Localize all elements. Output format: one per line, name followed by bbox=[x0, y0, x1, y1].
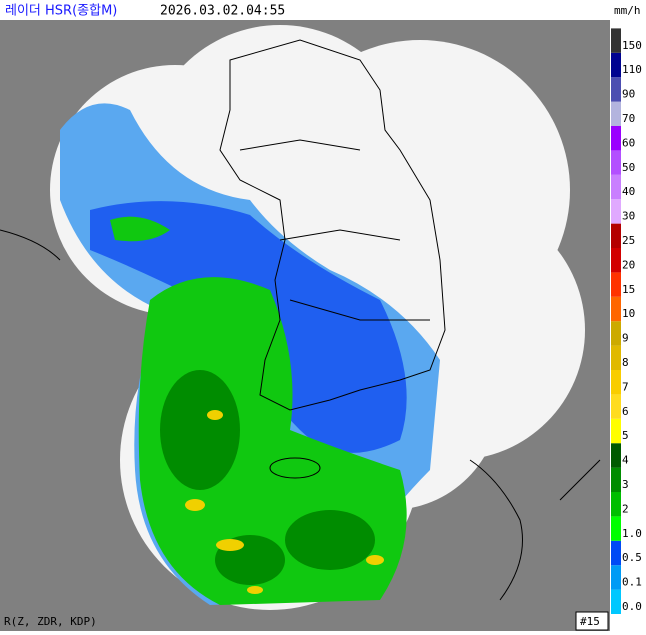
legend-label: 90 bbox=[622, 88, 635, 101]
legend-swatch bbox=[611, 174, 621, 200]
legend: 0.0 0.1 0.5 1.0 2 3 4 5 6 7 8 9 10 15 20 25 30 40 50 60 70 90… bbox=[611, 28, 642, 614]
legend-label: 70 bbox=[622, 112, 635, 125]
legend-swatch bbox=[611, 199, 621, 224]
method-label: R(Z, ZDR, KDP) bbox=[4, 615, 97, 628]
legend-swatch bbox=[611, 345, 621, 370]
legend-label: 30 bbox=[622, 210, 635, 223]
legend-swatch bbox=[611, 492, 621, 517]
frame-label: #15 bbox=[580, 615, 600, 628]
legend-label: 40 bbox=[622, 185, 635, 198]
legend-swatch bbox=[611, 540, 621, 566]
legend-unit: mm/h bbox=[614, 4, 641, 17]
legend-label: 0.0 bbox=[622, 600, 642, 613]
legend-swatch bbox=[611, 28, 621, 53]
timestamp: 2026.03.02.04:55 bbox=[160, 4, 285, 19]
legend-swatch bbox=[611, 443, 621, 468]
legend-swatch bbox=[611, 126, 621, 151]
legend-label: 25 bbox=[622, 234, 635, 247]
legend-label: 6 bbox=[622, 405, 629, 418]
legend-label: 10 bbox=[622, 307, 635, 320]
legend-swatch bbox=[611, 223, 621, 248]
legend-swatch bbox=[611, 321, 621, 346]
echo-yellow bbox=[185, 410, 384, 594]
legend-swatch bbox=[611, 467, 621, 492]
legend-swatch bbox=[611, 52, 621, 78]
legend-swatch bbox=[611, 296, 621, 322]
legend-swatch bbox=[611, 418, 621, 444]
legend-label: 5 bbox=[622, 429, 629, 442]
boundaries bbox=[0, 39, 601, 601]
legend-swatch bbox=[611, 101, 621, 126]
legend-label: 8 bbox=[622, 356, 629, 369]
title: 레이더 HSR(종합M) bbox=[5, 4, 117, 19]
frame-box bbox=[575, 611, 609, 631]
legend-label: 3 bbox=[622, 478, 629, 491]
legend-swatch bbox=[611, 150, 621, 175]
legend-label: 0.1 bbox=[622, 576, 642, 589]
legend-label: 15 bbox=[622, 283, 635, 296]
legend-swatch bbox=[611, 248, 621, 273]
legend-swatch bbox=[611, 565, 621, 590]
legend-swatch bbox=[611, 394, 621, 419]
legend-label: 2 bbox=[622, 502, 629, 515]
legend-label: 9 bbox=[622, 332, 629, 345]
legend-label: 50 bbox=[622, 161, 635, 174]
legend-label: 60 bbox=[622, 136, 635, 149]
legend-swatch bbox=[611, 272, 621, 297]
legend-swatch bbox=[611, 77, 621, 102]
legend-swatch bbox=[611, 589, 621, 614]
legend-label: 4 bbox=[622, 454, 629, 467]
legend-label: 0.5 bbox=[622, 551, 642, 564]
legend-swatch bbox=[611, 370, 621, 395]
legend-label: 150 bbox=[622, 39, 642, 52]
echo-dark-green bbox=[160, 370, 375, 585]
legend-label: 1.0 bbox=[622, 527, 642, 540]
legend-label: 7 bbox=[622, 380, 629, 393]
legend-label: 110 bbox=[622, 63, 642, 76]
legend-swatch bbox=[611, 516, 621, 541]
legend-label: 20 bbox=[622, 258, 635, 271]
